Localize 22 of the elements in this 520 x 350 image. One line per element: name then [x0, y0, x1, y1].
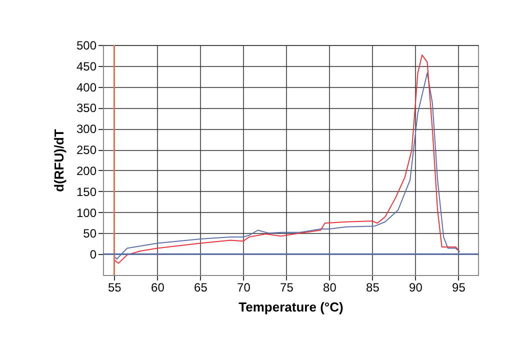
x-tick-label: 85	[366, 280, 380, 294]
x-tick-label: 65	[194, 280, 208, 294]
x-tick-label: 70	[237, 280, 251, 294]
y-tick-label: 300	[76, 122, 97, 136]
y-tick-label: 50	[83, 226, 97, 241]
x-tick-label: 55	[108, 280, 122, 294]
x-axis-title: Temperature (°C)	[238, 300, 344, 314]
y-tick-label: 150	[76, 184, 97, 199]
y-tick-label: 250	[76, 143, 97, 158]
y-axis-title: d(RFU)/dT	[51, 129, 66, 192]
x-tick-label: 90	[409, 280, 423, 294]
x-tick-label: 60	[151, 280, 165, 294]
y-tick-label: 500	[76, 38, 97, 52]
y-tick-label: 450	[76, 59, 97, 74]
y-tick-label: 100	[76, 206, 97, 220]
y-tick-label: 0	[90, 248, 97, 262]
y-tick-label: 200	[76, 164, 97, 178]
x-tick-label: 80	[323, 280, 337, 294]
x-tick-label: 95	[452, 280, 466, 294]
x-tick-label: 75	[280, 280, 294, 294]
y-tick-label: 400	[76, 80, 97, 94]
y-tick-label: 350	[76, 101, 97, 116]
